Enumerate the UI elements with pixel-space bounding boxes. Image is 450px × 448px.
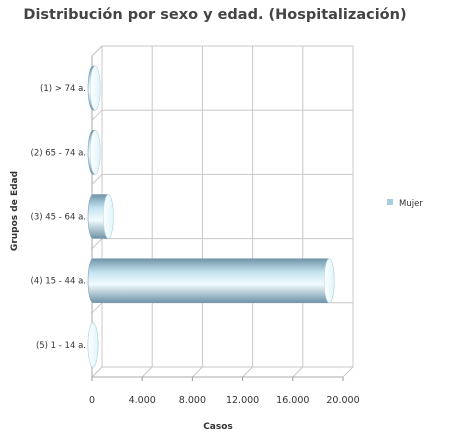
bar-cap [87, 322, 99, 368]
grid-line-depth [292, 366, 304, 378]
x-tick-label: 12.000 [226, 395, 259, 406]
category-label: (3) 45 - 64 a. [31, 213, 86, 223]
x-tick-label: 0 [89, 395, 95, 406]
grid-line-category-depth [91, 302, 103, 314]
category-label: (2) 65 - 74 a. [31, 148, 86, 158]
chart-title: Distribución por sexo y edad. (Hospitali… [23, 7, 406, 23]
grid-line-depth [141, 366, 153, 378]
bar [87, 194, 114, 239]
bars [87, 65, 335, 368]
grid-line-category-depth [91, 238, 103, 249]
bar-cap [89, 130, 101, 175]
grid-line-category-depth [91, 45, 103, 57]
bar [87, 130, 101, 175]
grid-line-category-depth [91, 366, 103, 378]
category-label: (5) 1 - 14 a. [36, 341, 86, 351]
y-axis-title: Grupos de Edad [10, 171, 20, 251]
grid-line-depth [342, 366, 354, 378]
x-tick-labels: 0 4.000 8.000 12.000 16.000 20.000 [89, 395, 360, 406]
bar-cap [103, 194, 114, 239]
x-tick-label: 16.000 [276, 395, 309, 406]
grid-line-category-depth [91, 174, 103, 185]
x-tick-label: 20.000 [326, 395, 359, 406]
category-labels: (1) > 74 a. (2) 65 - 74 a. (3) 45 - 64 a. (… [31, 84, 86, 351]
bar-body [87, 258, 335, 303]
category-label: (1) > 74 a. [40, 84, 86, 94]
x-tick-label: 4.000 [129, 395, 156, 406]
x-axis-title: Casos [203, 422, 233, 432]
bar-cap [89, 65, 101, 111]
bar [87, 65, 101, 111]
x-tick-label: 8.000 [179, 395, 206, 406]
legend-label: Mujer [399, 199, 423, 209]
legend-swatch [387, 199, 393, 205]
bar [87, 322, 99, 368]
grid [91, 45, 354, 381]
category-label: (4) 15 - 44 a. [31, 277, 86, 287]
legend: Mujer [387, 199, 423, 209]
bar-cap [323, 258, 335, 304]
bar [87, 258, 335, 304]
grid-line-depth [242, 366, 253, 378]
grid-line-category-depth [91, 109, 103, 121]
grid-line-depth [192, 366, 203, 378]
